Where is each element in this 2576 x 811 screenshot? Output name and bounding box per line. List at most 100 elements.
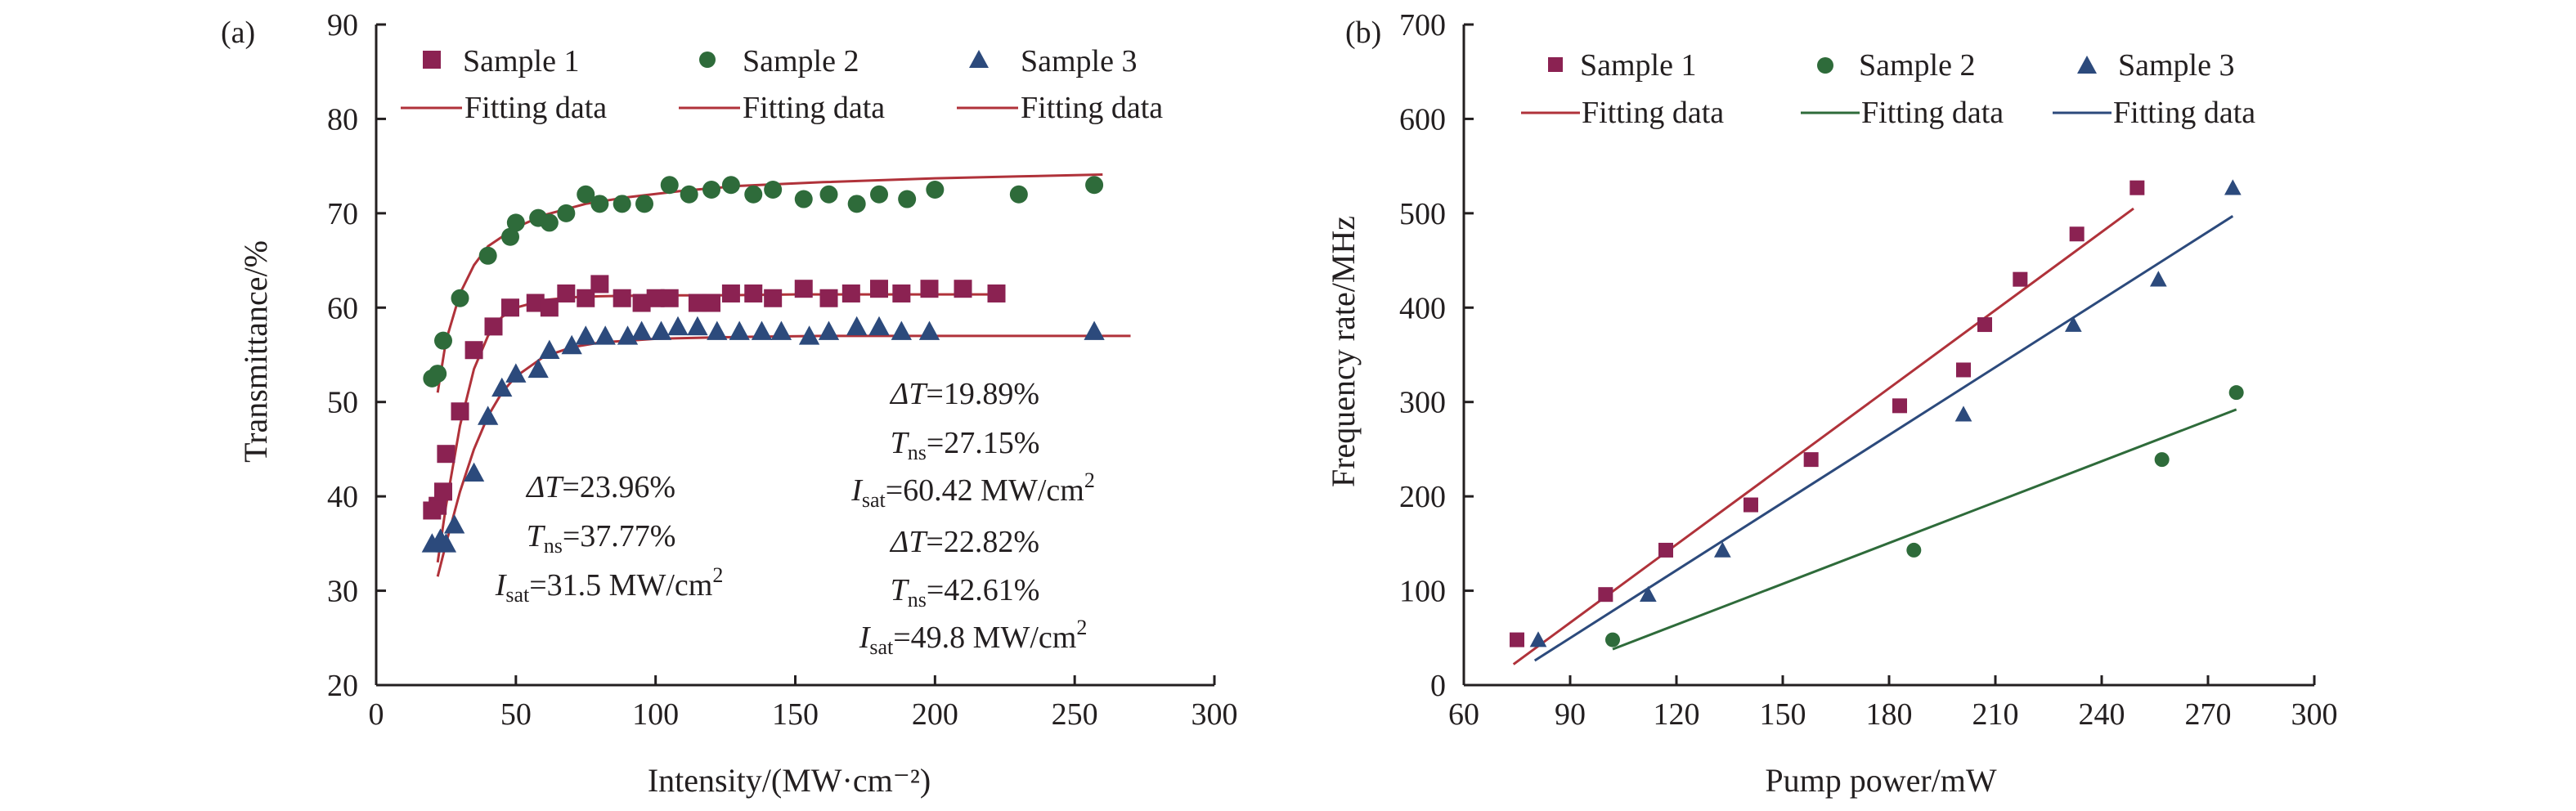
data-point-sample-2 xyxy=(501,227,519,246)
legend-entry-fitting-3: Fitting data xyxy=(1021,91,1163,125)
data-point-sample-1 xyxy=(721,284,740,302)
data-point-sample-1 xyxy=(841,284,860,302)
data-point-sample-3 xyxy=(891,320,912,340)
x-tick-label: 90 xyxy=(1555,697,1586,732)
data-point-sample-2 xyxy=(2228,385,2244,401)
y-tick-label: 300 xyxy=(1399,386,1446,420)
panel-a-axes: 0 50 100 150 200 250 300 20 30 40 50 60 70 80 90 xyxy=(327,8,1238,732)
data-point-sample-2 xyxy=(635,195,653,213)
data-point-sample-1 xyxy=(632,293,651,312)
annotation-2-delta-t-var: T xyxy=(909,377,928,411)
data-point-sample-1 xyxy=(819,289,838,307)
data-point-sample-2 xyxy=(898,190,917,208)
data-point-sample-3 xyxy=(770,320,792,340)
data-point-sample-3 xyxy=(2149,271,2167,287)
annotation-3-tns-var: T xyxy=(891,573,910,607)
x-tick-label: 210 xyxy=(1972,697,2019,732)
data-point-sample-2 xyxy=(870,185,888,204)
annotation-1-delta-t-symbol: Δ xyxy=(525,470,545,504)
fitting-curve-3 xyxy=(436,334,1131,577)
annotation-2-isat-sup: 2 xyxy=(1084,468,1095,492)
annotation-3-tns-sub: ns xyxy=(908,588,927,612)
data-point-sample-3 xyxy=(527,358,549,379)
data-point-sample-2 xyxy=(613,195,631,213)
data-point-sample-2 xyxy=(721,176,740,195)
data-point-sample-1 xyxy=(577,289,595,307)
data-point-sample-2 xyxy=(680,185,698,204)
y-tick-label: 70 xyxy=(327,197,358,231)
y-tick-label: 20 xyxy=(327,669,358,703)
y-tick-label: 80 xyxy=(327,102,358,137)
y-tick-label: 40 xyxy=(327,480,358,514)
data-point-sample-1 xyxy=(590,275,609,293)
panel-b-chart: (b) Frequency rate/MHz Pump power/mW 60 9… xyxy=(1325,8,2338,799)
legend-marker-sample-3 xyxy=(969,50,989,68)
data-point-sample-1 xyxy=(437,445,456,464)
data-point-sample-3 xyxy=(1713,541,1731,558)
data-point-sample-1 xyxy=(794,280,813,298)
panel-a-chart: (a) Transmittance/% Intensity/(MW·cm⁻²) … xyxy=(221,8,1238,799)
data-point-sample-1 xyxy=(2013,271,2028,287)
data-point-sample-3 xyxy=(1639,585,1657,602)
legend-entry-sample-3: Sample 3 xyxy=(2118,48,2234,83)
data-point-sample-3 xyxy=(505,363,527,383)
y-tick-label: 700 xyxy=(1399,8,1446,43)
x-tick-label: 120 xyxy=(1654,697,1700,732)
data-point-sample-1 xyxy=(954,280,972,298)
data-point-sample-1 xyxy=(2069,226,2085,242)
data-point-sample-2 xyxy=(660,176,679,195)
legend-entry-fitting-2: Fitting data xyxy=(743,91,885,125)
annotation-1-isat-sub: sat xyxy=(505,583,530,607)
y-tick-label: 200 xyxy=(1399,480,1446,514)
annotation-2-delta-t-value: =19.89% xyxy=(926,377,1039,411)
data-point-sample-2 xyxy=(577,185,595,204)
x-tick-label: 50 xyxy=(500,697,532,732)
data-point-sample-2 xyxy=(478,246,497,265)
data-point-sample-3 xyxy=(1529,631,1547,647)
panel-b-y-axis-label: Frequency rate/MHz xyxy=(1325,216,1362,487)
x-tick-label: 60 xyxy=(1448,697,1479,732)
data-point-sample-2 xyxy=(451,289,469,307)
annotation-3-delta-t-symbol: Δ xyxy=(889,525,909,559)
annotation-sample-1: ΔT=23.96% Tns=37.77% Isat=31.5 MW/cm2 xyxy=(495,470,724,607)
legend-entry-sample-2: Sample 2 xyxy=(1859,48,1975,83)
data-point-sample-3 xyxy=(846,316,868,336)
annotation-2-isat-var: I xyxy=(850,473,864,508)
annotation-1-tns: Tns=37.77% xyxy=(527,519,676,558)
annotation-2-tns-sub: ns xyxy=(908,441,927,464)
data-point-sample-2 xyxy=(744,185,763,204)
panel-a-y-axis-label: Transmittance/% xyxy=(237,240,274,463)
data-point-sample-1 xyxy=(1977,317,1992,333)
annotation-1-isat-value: =31.5 MW/cm xyxy=(529,568,712,603)
annotation-3-delta-t-value: =22.82% xyxy=(926,525,1039,559)
data-point-sample-1 xyxy=(1803,452,1819,468)
data-point-sample-3 xyxy=(2224,179,2242,195)
data-point-sample-3 xyxy=(918,320,940,340)
legend-entry-sample-3: Sample 3 xyxy=(1021,44,1137,78)
legend-entry-fitting-3: Fitting data xyxy=(2113,96,2255,130)
x-tick-label: 180 xyxy=(1866,697,1913,732)
data-point-sample-1 xyxy=(613,289,631,307)
annotation-3-isat-var: I xyxy=(859,621,872,655)
x-tick-label: 270 xyxy=(2185,697,2232,732)
annotation-1-tns-sub: ns xyxy=(544,534,563,558)
annotation-1-tns-var: T xyxy=(527,519,546,553)
annotation-2-delta-t-symbol: Δ xyxy=(889,377,909,411)
data-point-sample-3 xyxy=(798,325,820,345)
legend-marker-sample-1 xyxy=(423,51,441,69)
data-point-sample-3 xyxy=(435,533,457,553)
data-point-sample-1 xyxy=(1510,632,1524,647)
annotation-sample-2: ΔT=19.89% Tns=27.15% Isat=60.42 MW/cm2 xyxy=(850,377,1095,512)
data-point-sample-1 xyxy=(484,317,503,336)
y-tick-label: 90 xyxy=(327,8,358,43)
x-tick-label: 250 xyxy=(1052,697,1098,732)
annotation-2-isat: Isat=60.42 MW/cm2 xyxy=(850,468,1095,512)
data-point-sample-3 xyxy=(667,316,689,336)
annotation-3-isat-value: =49.8 MW/cm xyxy=(893,621,1076,655)
data-point-sample-3 xyxy=(650,320,672,340)
panel-b-label: (b) xyxy=(1345,16,1381,50)
x-tick-label: 300 xyxy=(1192,697,1238,732)
annotation-3-tns: Tns=42.61% xyxy=(891,573,1040,612)
data-point-sample-2 xyxy=(506,213,525,232)
annotation-1-delta-t-var: T xyxy=(545,470,564,504)
